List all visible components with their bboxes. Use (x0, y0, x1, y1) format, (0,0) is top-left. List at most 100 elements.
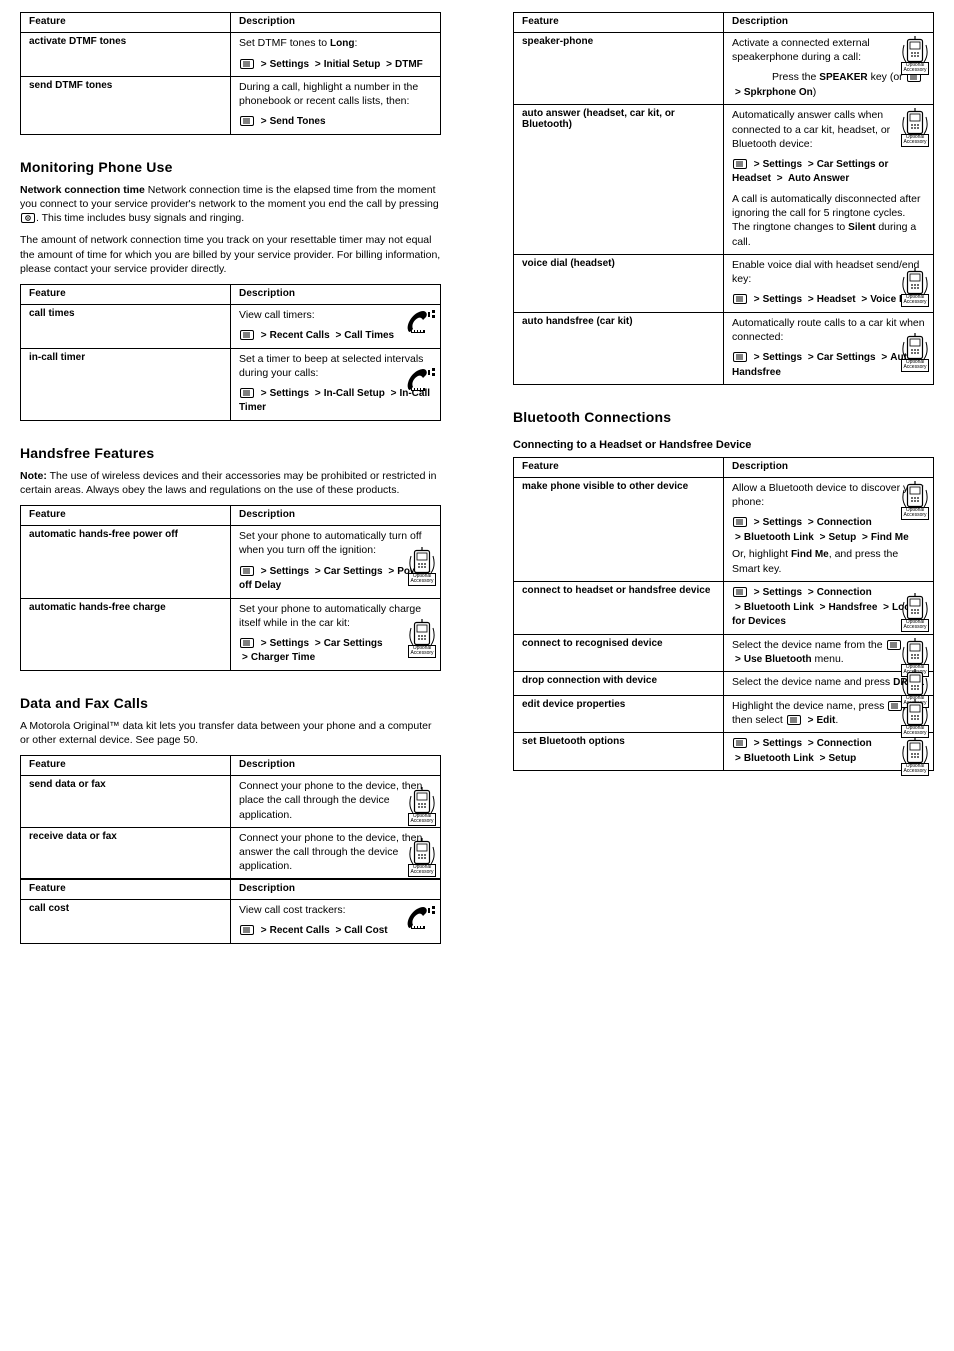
feat-bt-options: set Bluetooth options (514, 733, 724, 771)
feat-incall-timer: in-call timer (21, 348, 231, 420)
path-seg: Car Settings (324, 638, 383, 649)
desc-drop: Select the device name and press DROP. O… (724, 672, 934, 696)
path-seg: Connection (817, 738, 872, 749)
path-seg: Settings (270, 566, 309, 577)
path-seg: Headset (817, 294, 856, 305)
accessory-icon: OptionalAccessory (901, 637, 929, 669)
col-feature: Feature (21, 13, 231, 33)
text: Select the device name and press (732, 676, 893, 688)
path-seg: In-Call Setup (324, 388, 385, 399)
desc-edit: Highlight the device name, press , then … (724, 695, 934, 733)
heading-bluetooth: Bluetooth Connections (513, 409, 934, 425)
menu-icon (733, 517, 747, 527)
text: Set your phone to automatically turn off… (239, 530, 422, 556)
feat-auto-charge: automatic hands-free charge (21, 598, 231, 670)
menu-icon (240, 116, 254, 126)
path-seg: Bluetooth Link (744, 532, 814, 543)
accessory-icon: OptionalAccessory (408, 618, 436, 650)
path: >Settings >In-Call Setup >In-Call Timer (239, 388, 430, 414)
col-description: Description (231, 13, 441, 33)
feat-voice-dial: voice dial (headset) (514, 254, 724, 312)
menu-icon (733, 352, 747, 362)
menu-icon (240, 59, 254, 69)
path-seg: Find Me (871, 532, 909, 543)
path: >Settings >Car Settings >Power-off Delay (239, 566, 431, 592)
accessory-icon: OptionalAccessory (408, 546, 436, 578)
menu-icon (240, 566, 254, 576)
text: Set a timer to beep at selected interval… (239, 353, 423, 379)
col-feature: Feature (21, 284, 231, 304)
accessory-icon: OptionalAccessory (408, 786, 436, 818)
feat-send-data: send data or fax (21, 776, 231, 828)
col-description: Description (231, 506, 441, 526)
path-seg: Bluetooth Link (744, 753, 814, 764)
path-seg: Setup (828, 532, 856, 543)
feat-edit: edit device properties (514, 695, 724, 733)
para-monitoring: Network connection time Network connecti… (20, 183, 441, 226)
table-monitoring: Feature Description call times View call… (20, 284, 441, 421)
feat-drop: drop connection with device (514, 672, 724, 696)
feat-auto-handsfree: auto handsfree (car kit) (514, 312, 724, 384)
desc-call-times: View call timers: >Recent Calls >Call Ti… (231, 304, 441, 348)
col-feature: Feature (21, 880, 231, 900)
network-icon (404, 310, 436, 342)
table-handsfree-right: Feature Description speaker-phone Activa… (513, 12, 934, 385)
path: >Recent Calls >Call Times (239, 330, 394, 341)
text: Highlight the device name, press (732, 700, 887, 712)
path-seg: Charger Time (251, 652, 315, 663)
desc-connect-rec: Select the device name from the >Use Blu… (724, 634, 934, 672)
menu-icon (240, 925, 254, 935)
desc-send-dtmf: During a call, highlight a number in the… (231, 77, 441, 135)
menu-text: Edit (816, 715, 835, 726)
menu-icon (240, 330, 254, 340)
feat-findme: make phone visible to other device (514, 478, 724, 582)
para-datafax: A Motorola Original™ data kit lets you t… (20, 719, 441, 747)
path: >Settings >Connection >Bluetooth Link >S… (732, 738, 872, 764)
feat-connect-rec: connect to recognised device (514, 634, 724, 672)
end-key-icon (21, 213, 35, 223)
text: then select (732, 714, 786, 726)
desc-voice-dial: Enable voice dial with headset send/end … (724, 254, 934, 312)
menu-icon (733, 294, 747, 304)
desc-speakerphone: Activate a connected external speakerpho… (724, 33, 934, 105)
text: : (354, 37, 357, 49)
heading-monitoring: Monitoring Phone Use (20, 159, 441, 175)
menu-icon (240, 638, 254, 648)
path-seg: Settings (270, 638, 309, 649)
text: Enable voice dial with headset send/end … (732, 259, 919, 285)
menu-icon (733, 587, 747, 597)
text: Set your phone to automatically charge i… (239, 603, 421, 629)
desc-bt-options: >Settings >Connection >Bluetooth Link >S… (724, 733, 934, 771)
accessory-icon: OptionalAccessory (901, 592, 929, 624)
desc-send-data: Connect your phone to the device, then p… (231, 776, 441, 828)
menu-text: Find Me (791, 549, 829, 560)
text: Automatically route calls to a car kit w… (732, 317, 925, 343)
col-description: Description (231, 284, 441, 304)
feat-auto-poweroff: automatic hands-free power off (21, 526, 231, 598)
col-feature: Feature (21, 756, 231, 776)
key: SPEAKER (819, 72, 867, 83)
feat-auto-answer: auto answer (headset, car kit, or Blueto… (514, 105, 724, 255)
col-description: Description (231, 756, 441, 776)
path-seg: Recent Calls (270, 330, 330, 341)
col-feature: Feature (514, 458, 724, 478)
text: View call cost trackers: (239, 904, 346, 916)
accessory-icon: OptionalAccessory (901, 35, 929, 67)
col-description: Description (231, 880, 441, 900)
desc-call-cost: View call cost trackers: >Recent Calls >… (231, 900, 441, 944)
path-seg: Car Settings (324, 566, 383, 577)
path-seg: Connection (817, 517, 872, 528)
desc-findme: Allow a Bluetooth device to discover you… (724, 478, 934, 582)
path: >Send Tones (239, 116, 326, 127)
menu-text: Use Bluetooth (744, 654, 812, 665)
feat-call-cost: call cost (21, 900, 231, 944)
path-seg: Bluetooth Link (744, 602, 814, 613)
path-seg: Settings (763, 738, 802, 749)
menu-text: Spkrphone On (744, 87, 813, 98)
para-handsfree: Note: The use of wireless devices and th… (20, 469, 441, 497)
table-monitoring-cont: Feature Description call cost View call … (20, 879, 441, 944)
text: menu. (815, 653, 844, 665)
path-seg: Settings (763, 352, 802, 363)
menu-text: Silent (848, 222, 875, 233)
path-seg: Connection (817, 587, 872, 598)
